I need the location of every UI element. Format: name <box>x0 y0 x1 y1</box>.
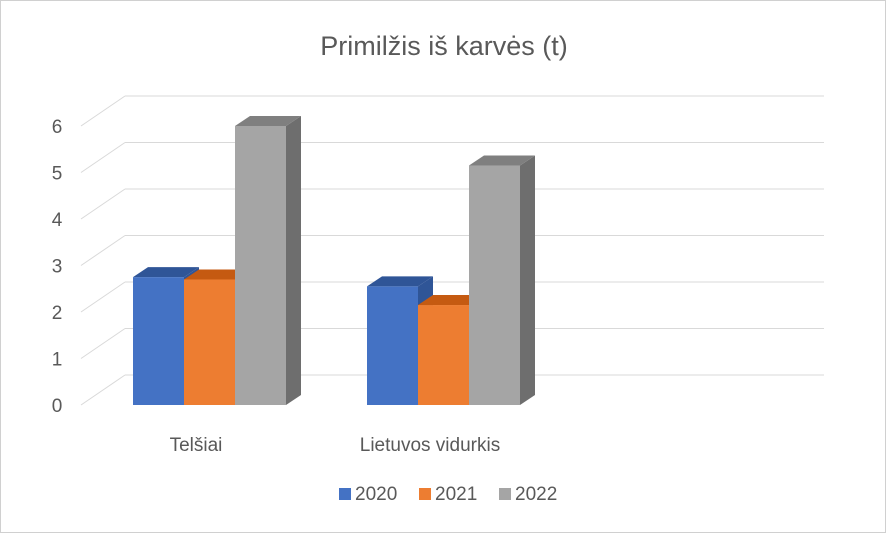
legend: 2020 2021 2022 <box>339 484 557 505</box>
gridline-depth <box>80 235 126 266</box>
bars <box>133 116 535 405</box>
bar-top <box>184 269 250 280</box>
bar-front <box>469 165 520 405</box>
bar-side <box>286 116 301 405</box>
legend-label: 2021 <box>435 484 477 505</box>
bar-top <box>418 295 484 306</box>
bar-top <box>469 155 535 166</box>
legend-swatch <box>419 488 431 500</box>
bar-top <box>367 276 433 287</box>
legend-swatch <box>499 488 511 500</box>
bar <box>235 116 301 405</box>
bar-front <box>133 277 184 405</box>
y-tick-label: 1 <box>52 350 63 371</box>
bar-top <box>235 116 301 126</box>
y-tick-label: 2 <box>52 303 63 324</box>
y-tick-label: 0 <box>52 396 63 417</box>
x-axis-labels: Telšiai Lietuvos vidurkis <box>170 435 501 456</box>
y-tick-label: 6 <box>52 117 63 138</box>
x-tick-label: Telšiai <box>170 435 223 456</box>
chart-title: Primilžis iš karvės (t) <box>320 31 568 61</box>
bar-front <box>184 279 235 405</box>
x-tick-label: Lietuvos vidurkis <box>360 435 500 456</box>
bar <box>469 155 535 405</box>
legend-label: 2020 <box>355 484 397 505</box>
legend-label: 2022 <box>515 484 557 505</box>
bar-front <box>367 286 418 405</box>
bar-front <box>418 305 469 405</box>
y-axis-ticks: 0 1 2 3 4 5 6 <box>52 117 63 417</box>
legend-swatch <box>339 488 351 500</box>
gridline-depth <box>80 188 126 220</box>
gridline-depth <box>80 328 126 359</box>
gridline-depth <box>80 374 126 406</box>
y-tick-label: 3 <box>52 257 63 278</box>
y-tick-label: 4 <box>52 210 63 231</box>
bar-front <box>235 126 286 405</box>
gridline-depth <box>80 95 126 127</box>
y-tick-label: 5 <box>52 164 63 185</box>
bar-side <box>520 155 535 405</box>
gridline-depth <box>80 281 126 313</box>
gridline-depth <box>80 142 126 173</box>
bar-top <box>133 267 199 278</box>
